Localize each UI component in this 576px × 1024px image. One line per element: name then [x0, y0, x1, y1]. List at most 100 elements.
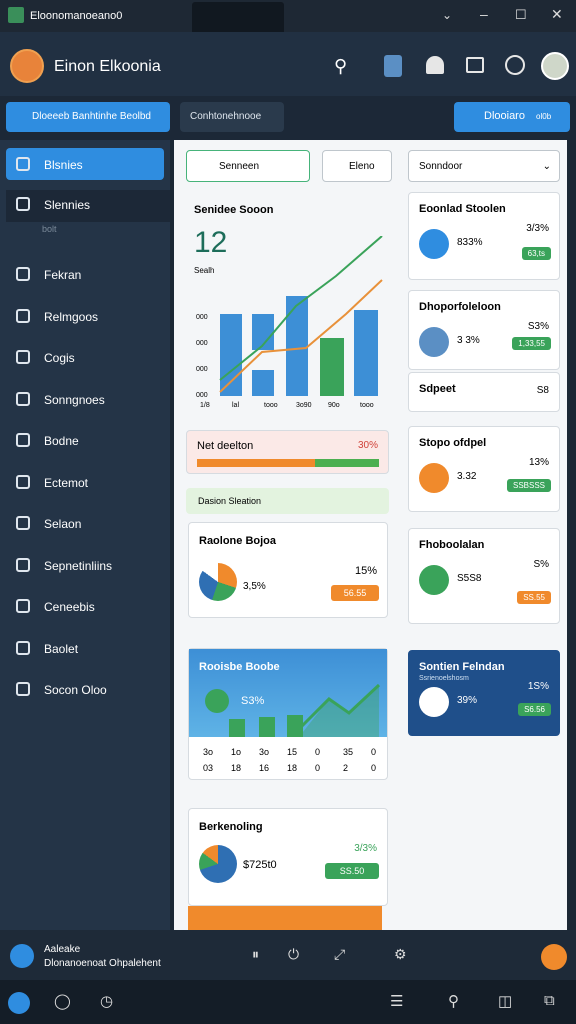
window-button[interactable]: ⧉	[544, 992, 555, 1009]
right-card-button[interactable]: SSBSSS	[506, 479, 551, 492]
sidebar-item[interactable]: Sonngnoes	[44, 392, 105, 407]
card-b-graphic	[205, 683, 381, 737]
search-button[interactable]: ⚲	[334, 56, 348, 76]
card-a-donut	[199, 563, 237, 601]
primary-button[interactable]: Dloeeeb Banhtinhe Beolbd	[6, 102, 170, 132]
sidebar-item[interactable]: Slennies	[44, 198, 91, 212]
sidebar-item[interactable]: Ceneebis	[44, 600, 95, 614]
right-card-sub: 833%	[457, 237, 483, 248]
share-button[interactable]: ⚙	[394, 946, 407, 962]
card-b: Rooisbe Boobe S3% 3o 1o 3o 15 0 35 0 03 18 16 18 0 2…	[188, 648, 388, 780]
sidebar-icon	[16, 157, 30, 171]
sidebar-item[interactable]: Bodne	[44, 434, 79, 448]
right-card-title: Eoonlad Stoolen	[419, 203, 506, 215]
sidebar-item[interactable]: Baolet	[44, 641, 79, 656]
sidebar-item[interactable]: Relmgoos	[44, 309, 99, 324]
filter-dropdown[interactable]: Sonndoor ⌄	[408, 150, 560, 182]
card-c-button[interactable]: SS.50	[325, 863, 379, 879]
right-card-button[interactable]: SS.55	[517, 591, 551, 604]
right-button-badge: ol0b	[536, 112, 552, 121]
card-b-cell: 18	[231, 763, 242, 773]
sidebar-item[interactable]: Sepnetinliins	[44, 558, 113, 573]
sidebar-icon	[16, 350, 30, 364]
card-b-cell: 16	[259, 763, 270, 773]
app-header: Einon Elkoonia ⚲	[0, 32, 576, 96]
right-card-icon	[419, 463, 449, 493]
chart-sub: Sealh	[194, 266, 215, 275]
minimize-button[interactable]: –	[480, 6, 488, 22]
filter-first[interactable]: Senneen	[186, 150, 310, 182]
card-a: Raolone Bojoa 3,5% 15% 56.55	[188, 522, 388, 618]
banner[interactable]: Dasion Sleation	[186, 488, 389, 514]
right-card-button[interactable]: 63,ts	[521, 247, 551, 260]
partial-card	[188, 906, 382, 930]
right-card-title: Fhoboolalan	[419, 539, 485, 551]
avatar[interactable]	[10, 49, 44, 83]
expand-button[interactable]: ⤢	[334, 946, 346, 962]
filter-second[interactable]: Eleno	[322, 150, 392, 182]
y-axis-label: 000	[196, 392, 208, 399]
progress-title: Net deelton	[197, 440, 254, 452]
title-bar: Eloonomanoeano0 ⌄ – ☐ ✕	[0, 0, 576, 36]
sidebar-item[interactable]: Fekran	[44, 268, 82, 282]
card-c-sub: $725t0	[243, 859, 277, 871]
list-button[interactable]: ☰	[390, 993, 404, 1010]
sidebar-item[interactable]: Blsnies	[44, 158, 83, 172]
right-card-button[interactable]: S6.56	[518, 703, 551, 716]
pause-button[interactable]: ⏸	[252, 946, 259, 962]
x-axis-label: 90o	[328, 402, 340, 409]
notification-button[interactable]	[541, 944, 567, 970]
window-title: Eloonomanoeano0	[30, 10, 123, 22]
clock-button[interactable]: ◷	[100, 993, 114, 1010]
calendar-button[interactable]	[466, 57, 484, 73]
right-card-button[interactable]: 1,33,55	[512, 337, 551, 350]
menu-button[interactable]: ⌄	[442, 8, 453, 22]
progress-value: 30%	[357, 440, 378, 451]
right-card-note: Ssrienoelshosm	[419, 675, 469, 682]
power-button[interactable]: ⏻	[288, 946, 300, 962]
card-a-button[interactable]: 56.55	[331, 585, 379, 601]
card-b-cell: 3o	[259, 747, 270, 757]
sidebar-item[interactable]: Socon Oloo	[44, 683, 107, 697]
card-a-title: Raolone Bojoa	[199, 535, 277, 547]
lock-button[interactable]: ◫	[498, 993, 513, 1010]
card-b-title: Rooisbe Boobe	[199, 661, 280, 673]
toolbar: Dloeeeb Banhtinhe Beolbd Conhtonehnooe D…	[0, 96, 576, 140]
database-button[interactable]	[384, 55, 402, 77]
sidebar: bolt Blsnies Slennies Fekran Relmgoos Cogis S…	[0, 140, 170, 930]
card-b-cell: 2	[343, 763, 349, 773]
chat-button[interactable]: ◯	[54, 993, 71, 1010]
right-card: Sontien Felndan 1S% 39% Ssrienoelshosm S6.56	[408, 650, 560, 736]
footer-title: Aaleake	[44, 944, 81, 955]
banner-text: Dasion Sleation	[198, 496, 262, 506]
footer-subtitle: Dlonanoenoat Ohpalehent	[44, 958, 161, 969]
pin-button[interactable]: ⚲	[448, 993, 459, 1010]
card-b-cell: 35	[343, 747, 354, 757]
card-a-stat: 15%	[354, 565, 377, 577]
right-card-stat: 3/3%	[526, 223, 549, 234]
chart-graphic	[219, 236, 383, 396]
secondary-button[interactable]: Conhtonehnooe	[180, 102, 284, 132]
home-button[interactable]	[426, 56, 444, 74]
right-card: Eoonlad Stoolen 3/3% 833% 63,ts	[408, 192, 560, 280]
card-b-cell: 03	[203, 763, 214, 773]
maximize-button[interactable]: ☐	[515, 7, 527, 22]
sidebar-item[interactable]: Selaon	[44, 517, 82, 531]
camera-notch	[192, 2, 284, 36]
right-card-sub: 3 3%	[457, 335, 480, 346]
sidebar-icon	[16, 474, 30, 489]
right-card: Stopo ofdpel 13% 3.32 SSBSSS	[408, 426, 560, 512]
chart-title: Senidee Sooon	[194, 204, 274, 216]
sidebar-item[interactable]: Cogis	[44, 351, 75, 365]
profile-avatar[interactable]	[541, 52, 569, 80]
sidebar-icon	[16, 640, 30, 655]
card-b-cell: 0	[371, 763, 377, 773]
start-button[interactable]	[8, 992, 30, 1014]
card-b-cell: 1o	[231, 747, 242, 757]
close-button[interactable]: ✕	[551, 6, 563, 22]
clock-button[interactable]	[505, 55, 525, 75]
right-button[interactable]: Dlooiaro ol0b	[454, 102, 570, 132]
chart-big-number: 12	[194, 226, 228, 259]
sidebar-item[interactable]: Ectemot	[44, 475, 89, 490]
card-b-cell: 3o	[203, 747, 214, 757]
